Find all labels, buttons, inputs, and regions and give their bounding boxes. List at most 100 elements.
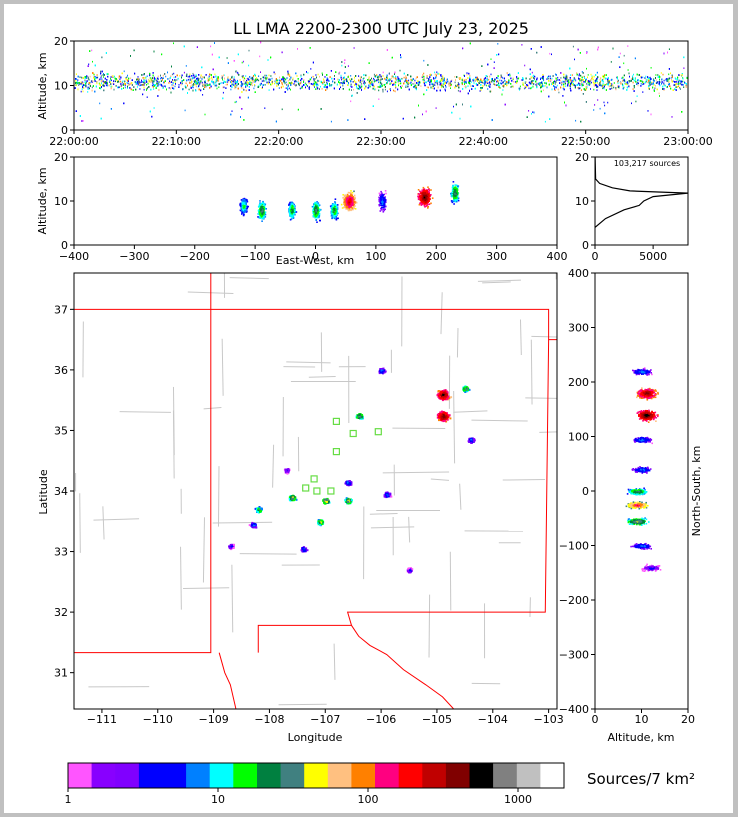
time-source <box>565 74 567 77</box>
time-source <box>682 80 684 83</box>
time-source <box>327 78 329 81</box>
time-source <box>407 80 409 82</box>
time-source <box>280 78 282 81</box>
time-panel-sources <box>74 41 688 123</box>
time-source <box>344 72 346 74</box>
time-source <box>196 81 198 83</box>
time-source <box>384 86 386 88</box>
time-source <box>487 88 489 90</box>
time-source <box>287 87 289 89</box>
time-source <box>638 82 639 85</box>
time-source <box>611 78 613 81</box>
time-source <box>470 80 471 82</box>
time-source <box>375 80 377 82</box>
time-source <box>651 83 653 85</box>
time-source <box>641 80 643 82</box>
time-source <box>465 86 467 89</box>
time-source <box>681 73 683 75</box>
time-source <box>218 78 219 80</box>
time-source <box>259 55 261 58</box>
time-source <box>469 76 471 79</box>
time-source <box>84 84 86 87</box>
time-source <box>492 80 494 82</box>
time-source <box>362 78 364 80</box>
time-source <box>526 116 528 118</box>
time-source <box>191 81 192 84</box>
time-source <box>189 73 191 76</box>
time-source <box>241 75 243 78</box>
time-source <box>246 83 248 86</box>
time-source <box>98 82 100 85</box>
time-source <box>455 85 457 88</box>
time-source <box>327 80 329 82</box>
time-source <box>154 78 156 80</box>
time-source <box>196 82 198 85</box>
time-source <box>245 84 247 87</box>
time-source <box>289 78 291 81</box>
time-source <box>469 83 471 85</box>
time-source <box>146 84 147 86</box>
time-source <box>91 49 93 52</box>
time-source <box>586 83 588 85</box>
time-source <box>110 79 112 82</box>
time-source <box>571 82 572 85</box>
time-source <box>490 90 492 93</box>
time-source <box>493 83 495 85</box>
time-source <box>152 82 154 84</box>
time-source <box>423 59 425 62</box>
time-source <box>341 64 343 67</box>
time-source <box>150 88 152 91</box>
time-source <box>141 84 143 86</box>
time-source <box>143 73 145 76</box>
time-source <box>292 79 294 81</box>
time-source <box>125 77 127 79</box>
time-source <box>75 73 77 75</box>
time-source <box>663 83 665 86</box>
time-source <box>234 101 236 104</box>
time-source <box>497 84 499 86</box>
time-source <box>594 104 596 106</box>
time-source <box>378 86 380 88</box>
time-source <box>654 87 656 89</box>
time-source <box>435 107 437 109</box>
time-source <box>567 76 568 79</box>
time-source <box>651 81 653 84</box>
time-source <box>353 47 355 49</box>
time-source <box>679 74 681 77</box>
time-source <box>75 78 77 80</box>
time-source <box>173 76 175 79</box>
time-source <box>329 76 331 78</box>
time-source <box>445 86 447 88</box>
time-source <box>365 85 367 88</box>
time-source <box>672 80 674 83</box>
time-source <box>441 79 443 82</box>
time-source <box>519 85 521 88</box>
time-source <box>275 120 277 123</box>
time-source <box>325 86 327 88</box>
time-source <box>191 75 193 77</box>
time-source <box>87 91 89 93</box>
time-source <box>216 77 218 80</box>
time-source <box>145 79 147 82</box>
time-source <box>101 78 103 81</box>
time-source <box>242 87 244 90</box>
time-source <box>602 80 604 83</box>
time-source <box>112 82 114 85</box>
time-source <box>234 87 236 90</box>
time-source <box>602 78 604 80</box>
time-source <box>649 76 651 79</box>
time-source <box>683 56 685 59</box>
time-source <box>421 76 423 78</box>
time-source <box>440 79 442 82</box>
time-source <box>581 81 583 84</box>
time-source <box>239 79 241 81</box>
time-source <box>278 82 279 85</box>
time-source <box>427 86 429 89</box>
time-source <box>619 52 621 55</box>
time-source <box>418 82 419 85</box>
time-source <box>344 62 346 64</box>
time-source <box>681 74 683 77</box>
time-source <box>356 87 358 89</box>
time-source <box>268 78 270 81</box>
time-source <box>368 86 370 88</box>
